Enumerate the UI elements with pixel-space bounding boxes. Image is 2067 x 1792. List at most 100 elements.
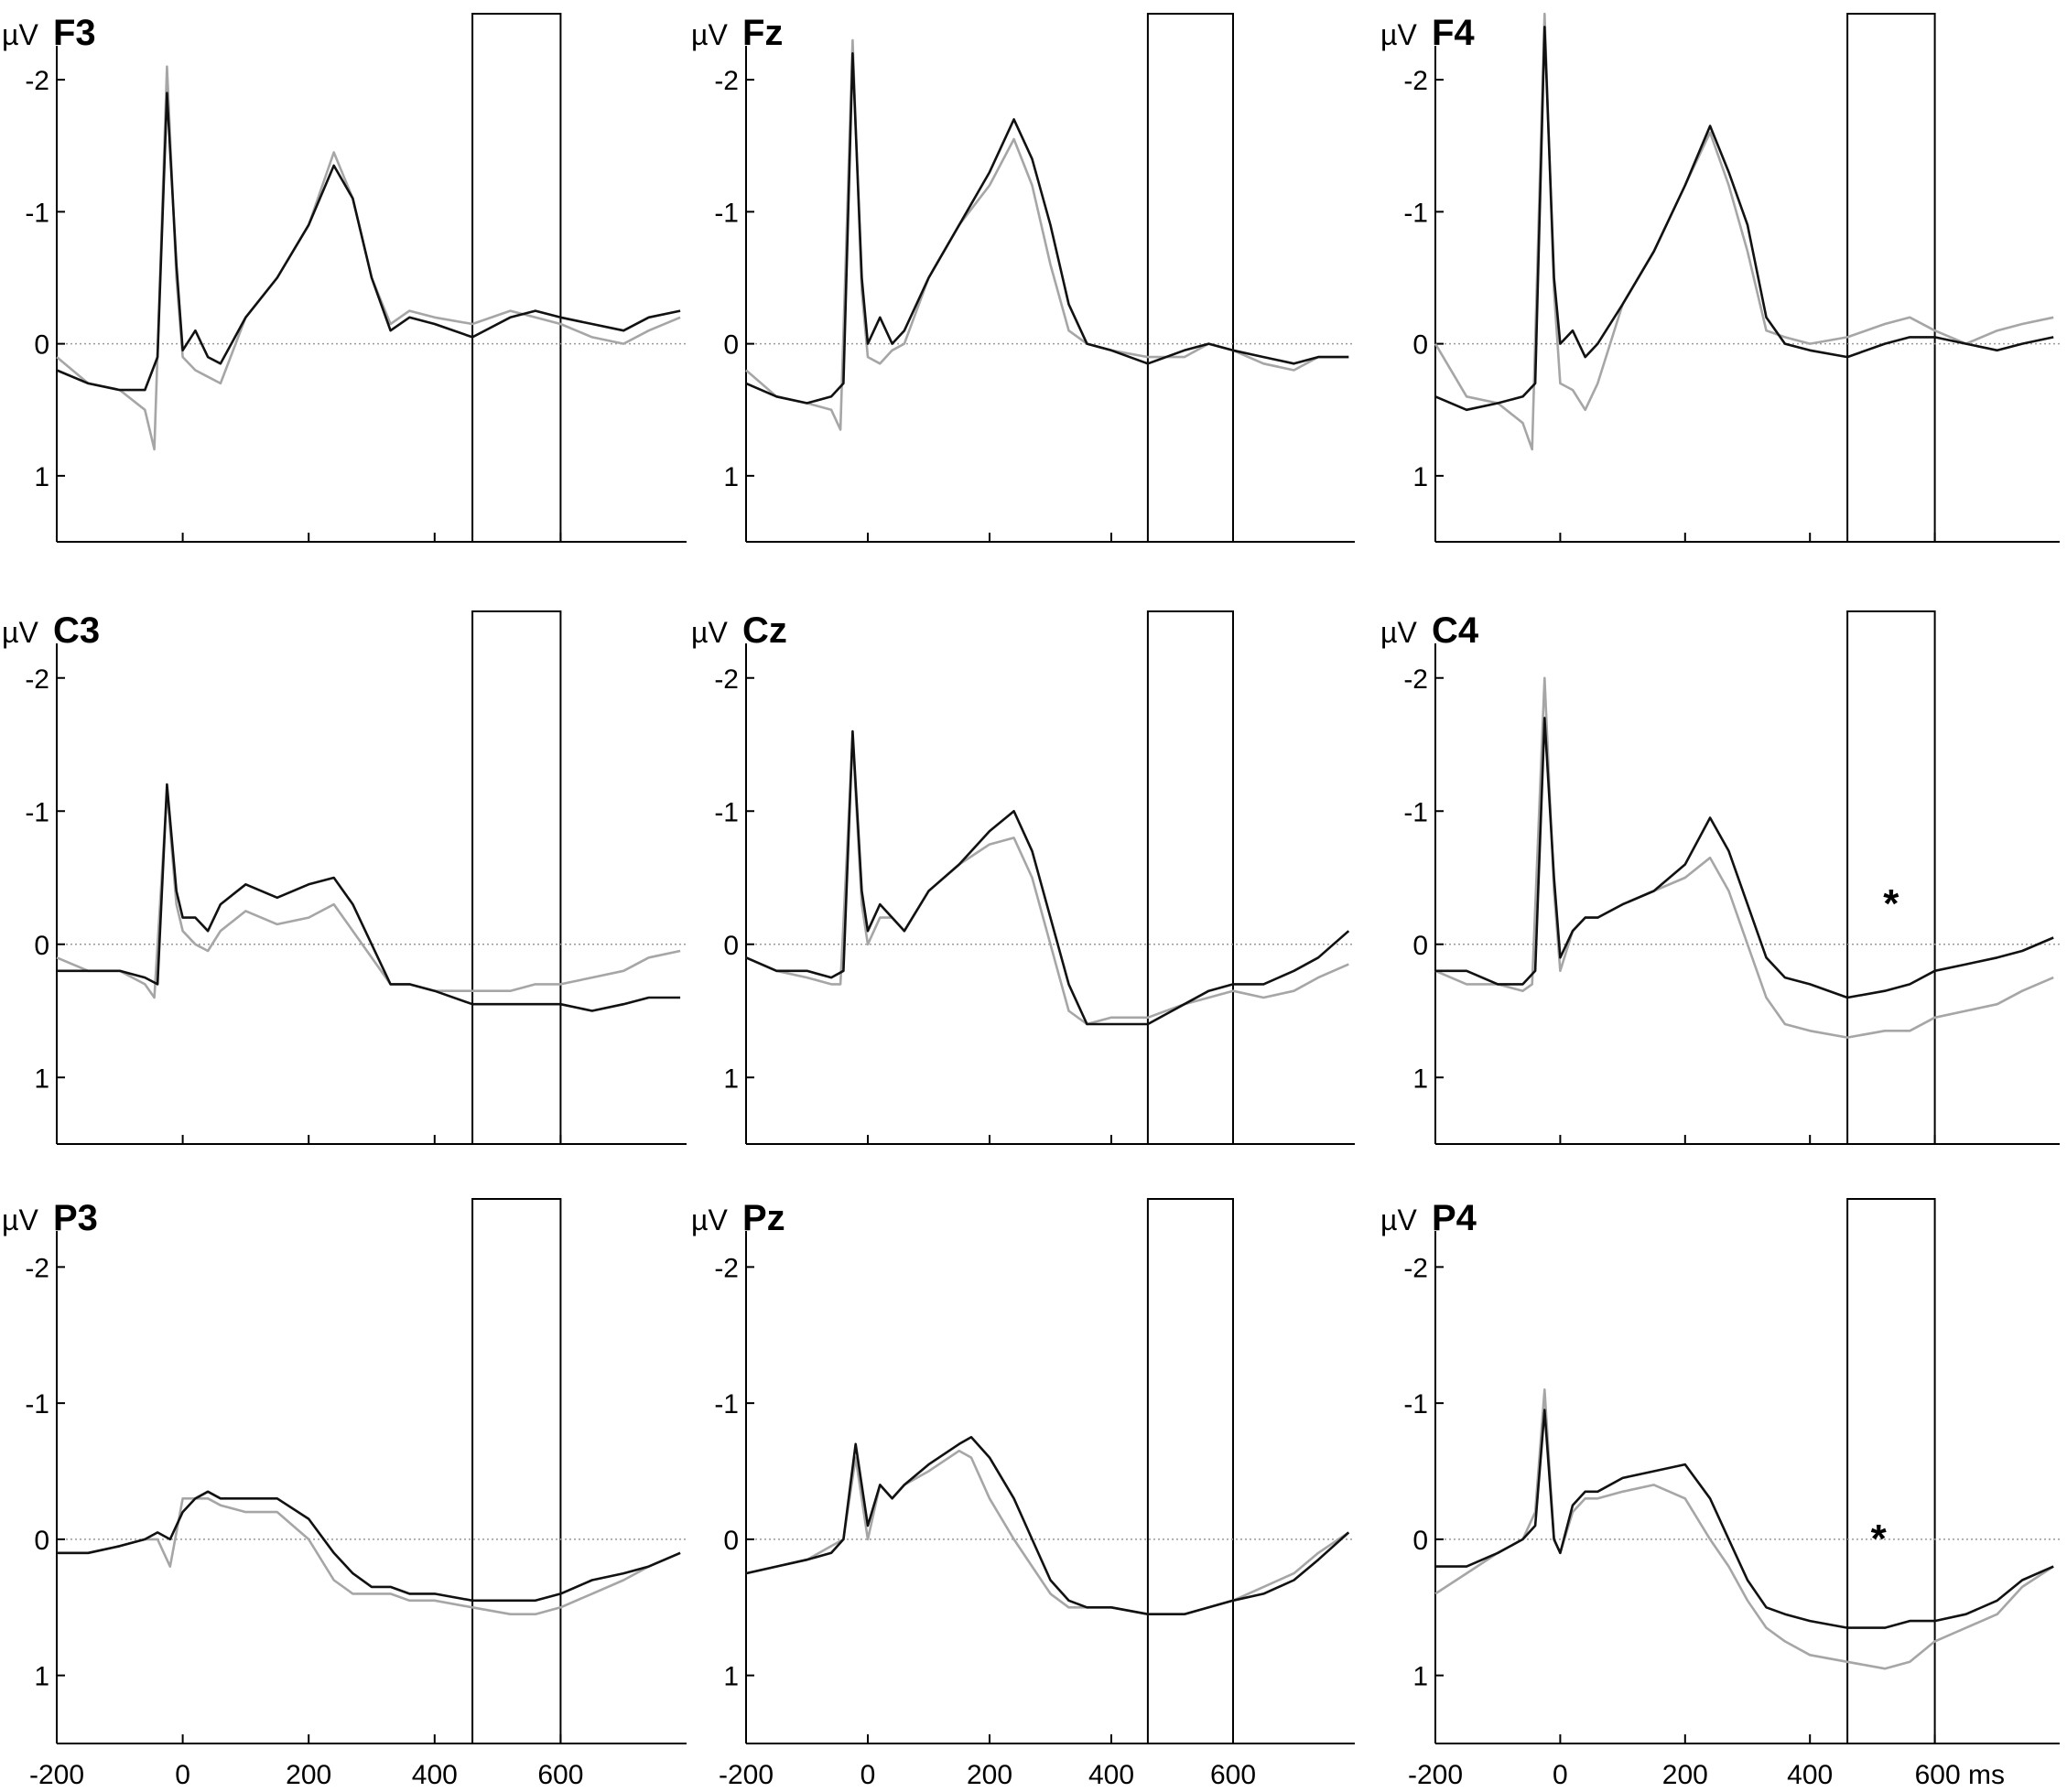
y-tick-label: 1	[34, 1662, 49, 1692]
y-tick-label: -2	[25, 66, 49, 96]
panel-title: C4	[1432, 610, 1479, 651]
y-tick-label: 1	[34, 1063, 49, 1094]
series-light-line	[1434, 1388, 2054, 1670]
y-tick-label: 1	[1412, 1063, 1428, 1094]
panel-title: Fz	[742, 13, 783, 53]
analysis-window	[1146, 610, 1235, 1145]
x-tick-label: 0	[860, 1760, 876, 1790]
x-tick-label: -200	[719, 1760, 774, 1790]
y-tick-label: 0	[34, 330, 49, 361]
panel-c3: -2 -1 0 1 µV C3	[2, 610, 687, 1145]
panel-f3: -2 -1 0 1 µV F3	[2, 13, 687, 543]
series-dark-line	[1435, 1409, 2054, 1629]
y-unit-label: µV	[1380, 18, 1417, 51]
x-tick-label: 200	[967, 1760, 1012, 1790]
x-tick-label: 600	[1210, 1760, 1256, 1790]
series-dark-line	[57, 1490, 681, 1603]
y-unit-label: µV	[2, 18, 38, 51]
y-tick-label: -2	[1403, 664, 1428, 695]
y-tick-label: -2	[25, 1253, 49, 1283]
series-light-line	[57, 1497, 681, 1615]
y-tick-label: 1	[723, 1662, 739, 1692]
series-light-line	[745, 1449, 1350, 1615]
series-dark-line	[56, 92, 681, 392]
x-tick-label: -200	[29, 1760, 84, 1790]
series-dark-line	[1435, 717, 2054, 999]
panel-c4: -2 -1 0 1 µV C4 *	[1380, 610, 2060, 1145]
series-dark-line	[745, 729, 1350, 1026]
x-tick-label: 400	[412, 1760, 458, 1790]
series-light-line	[745, 38, 1349, 431]
x-tick-label: 400	[1787, 1760, 1833, 1790]
y-tick-label: -2	[714, 1253, 739, 1283]
y-tick-label: 0	[34, 931, 49, 961]
analysis-window	[471, 1198, 562, 1744]
panel-title: F4	[1432, 13, 1475, 53]
series-dark-line	[745, 1436, 1350, 1615]
y-tick-label: -2	[1403, 1253, 1428, 1283]
x-tick-label: 400	[1088, 1760, 1134, 1790]
x-tick-label: 200	[1662, 1760, 1708, 1790]
y-tick-label: 1	[723, 1063, 739, 1094]
analysis-window	[1146, 1198, 1235, 1744]
panel-title: Pz	[742, 1198, 785, 1238]
analysis-window	[1846, 610, 1936, 1145]
series-dark-line	[745, 52, 1349, 405]
y-tick-label: -1	[25, 797, 49, 827]
panel-p4: -2 -1 0 1 -200 0 200 400 600 ms µV P4 *	[1380, 1198, 2060, 1790]
series-light-line	[1434, 676, 2054, 1039]
analysis-window	[1846, 1198, 1936, 1744]
y-tick-label: 0	[34, 1526, 49, 1556]
y-unit-label: µV	[1380, 1204, 1417, 1236]
analysis-window	[471, 13, 562, 543]
y-tick-label: 0	[723, 330, 739, 361]
panel-title: C3	[53, 610, 100, 651]
y-tick-label: -1	[714, 198, 739, 228]
y-tick-label: 0	[723, 931, 739, 961]
y-tick-label: -1	[1403, 1389, 1428, 1420]
panel-cz: -2 -1 0 1 µV Cz	[691, 610, 1355, 1145]
y-tick-label: 1	[723, 462, 739, 492]
y-tick-label: -1	[25, 198, 49, 228]
panel-title: P3	[53, 1198, 98, 1238]
x-tick-label: 0	[1553, 1760, 1568, 1790]
series-light-line	[1434, 12, 2054, 451]
y-tick-label: -1	[1403, 198, 1428, 228]
panel-fz: -2 -1 0 1 µV Fz	[691, 13, 1355, 543]
y-tick-label: 0	[723, 1526, 739, 1556]
analysis-window	[471, 610, 562, 1145]
panel-p3: -2 -1 0 1 -200 0 200 400 600 µV P3	[2, 1198, 687, 1790]
x-tick-label: 0	[175, 1760, 190, 1790]
series-light-line	[745, 736, 1349, 1026]
y-unit-label: µV	[2, 616, 38, 649]
y-tick-label: -2	[714, 664, 739, 695]
y-tick-label: -1	[25, 1389, 49, 1420]
panel-f4: -2 -1 0 1 µV F4	[1380, 12, 2060, 543]
x-tick-label: 600	[537, 1760, 583, 1790]
y-tick-label: -1	[714, 1389, 739, 1420]
x-tick-label: 600 ms	[1915, 1760, 2005, 1790]
y-tick-label: 0	[1412, 330, 1428, 361]
panel-title: F3	[53, 13, 96, 53]
series-dark-line	[57, 783, 681, 1012]
series-light-line	[56, 790, 681, 999]
significance-asterisk: *	[1883, 881, 1899, 926]
y-tick-label: 0	[1412, 1526, 1428, 1556]
y-unit-label: µV	[691, 616, 728, 649]
y-unit-label: µV	[1380, 616, 1417, 649]
analysis-window	[1146, 13, 1235, 543]
series-light-line	[56, 65, 681, 451]
x-tick-label: -200	[1408, 1760, 1463, 1790]
x-tick-label: 200	[286, 1760, 331, 1790]
y-unit-label: µV	[691, 18, 728, 51]
y-tick-label: -2	[1403, 66, 1428, 96]
y-unit-label: µV	[2, 1204, 38, 1236]
y-tick-label: 1	[1412, 1662, 1428, 1692]
series-dark-line	[1434, 26, 2054, 412]
significance-asterisk: *	[1871, 1517, 1888, 1561]
panel-title: Cz	[742, 610, 787, 651]
y-tick-label: -2	[25, 664, 49, 695]
y-tick-label: -1	[714, 797, 739, 827]
panel-title: P4	[1432, 1198, 1477, 1238]
